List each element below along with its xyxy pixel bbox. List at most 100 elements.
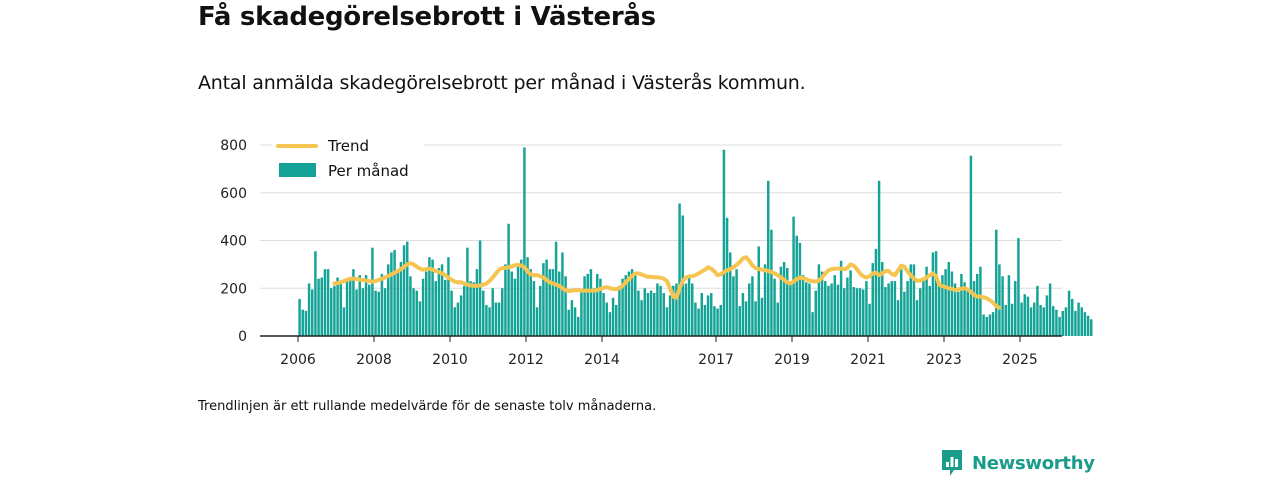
bar-month xyxy=(605,302,608,336)
bar-month xyxy=(991,312,995,337)
bar-month xyxy=(320,277,323,336)
x-tick-label: 2012 xyxy=(508,352,544,368)
bar-month xyxy=(719,304,722,336)
bar-month xyxy=(535,307,539,336)
bar-month xyxy=(314,251,317,336)
bar-month xyxy=(330,288,333,336)
y-tick-label: 800 xyxy=(220,138,247,154)
bar-month xyxy=(776,302,779,336)
y-tick-label: 200 xyxy=(220,281,247,297)
bar-month xyxy=(858,288,862,336)
bar-month xyxy=(814,290,817,336)
bar-month xyxy=(668,295,672,336)
bar-month xyxy=(763,264,767,337)
bar-month xyxy=(1048,283,1052,336)
bar-month xyxy=(580,290,583,336)
bar-month xyxy=(317,278,320,336)
bar-month xyxy=(779,266,783,336)
bar-month xyxy=(504,264,507,337)
footnote: Trendlinjen är ett rullande medelvärde f… xyxy=(198,399,657,414)
bar-month xyxy=(985,316,988,336)
bar-month xyxy=(998,264,1001,337)
bar-month xyxy=(877,180,881,336)
bar-month xyxy=(1071,298,1074,336)
bar-month xyxy=(694,302,697,336)
bar-month xyxy=(710,293,713,336)
bar-month xyxy=(928,285,931,336)
bar-month xyxy=(475,269,479,336)
y-tick-label: 0 xyxy=(238,329,247,345)
bar-month xyxy=(1026,296,1030,336)
bar-month xyxy=(843,288,846,336)
bar-month xyxy=(513,278,517,336)
legend-background xyxy=(272,132,424,190)
bar-month xyxy=(298,298,301,336)
trend-line-group xyxy=(332,255,1002,310)
bar-month xyxy=(675,283,678,336)
bar-month xyxy=(542,263,545,336)
bar-month xyxy=(573,307,577,336)
bar-month xyxy=(808,283,811,336)
x-tick-label: 2019 xyxy=(774,352,810,368)
bar-month xyxy=(1029,307,1033,336)
x-tick-label: 2025 xyxy=(1002,352,1038,368)
bar-month xyxy=(925,266,928,336)
bar-month xyxy=(817,264,821,337)
bar-month xyxy=(934,251,938,336)
legend-bar-swatch xyxy=(279,163,316,177)
bar-month xyxy=(1039,304,1042,336)
bar-month xyxy=(507,223,510,336)
bar-month xyxy=(402,245,406,336)
bar-month xyxy=(561,252,564,336)
bar-month xyxy=(529,269,532,336)
bar-month xyxy=(732,276,735,336)
bar-month xyxy=(323,269,327,336)
bar-month xyxy=(972,281,976,336)
bar-month xyxy=(871,263,874,336)
bar-month xyxy=(963,282,966,336)
y-tick-label: 400 xyxy=(220,234,247,250)
bar-month xyxy=(820,271,824,336)
bar-month xyxy=(697,308,700,336)
bar-month xyxy=(643,288,646,336)
bar-month xyxy=(1061,310,1064,336)
bar-month xyxy=(906,281,909,336)
bar-month xyxy=(390,252,393,336)
trend-line xyxy=(332,255,1002,310)
bar-month xyxy=(738,306,741,336)
x-tick-label: 2021 xyxy=(850,352,886,368)
bar-month xyxy=(795,235,798,336)
bar-month xyxy=(358,275,361,336)
bar-month xyxy=(431,259,434,336)
bar-month xyxy=(415,290,418,336)
bar-month xyxy=(301,309,304,336)
bar-month xyxy=(634,275,637,336)
bar-month xyxy=(466,247,469,336)
bar-month xyxy=(773,278,776,336)
bar-month xyxy=(757,246,760,336)
bar-month xyxy=(548,269,551,336)
bar-month xyxy=(596,273,599,336)
y-tick-label: 600 xyxy=(220,186,247,202)
bar-month xyxy=(729,252,732,336)
bar-month xyxy=(868,303,871,336)
bar-month xyxy=(1052,306,1055,336)
bar-month xyxy=(966,288,969,336)
bar-month xyxy=(744,301,748,336)
bar-month xyxy=(361,288,365,336)
bar-month xyxy=(488,307,491,336)
bar-month xyxy=(748,283,751,336)
bar-month xyxy=(450,290,453,336)
bar-month xyxy=(615,304,618,336)
bar-month xyxy=(1077,302,1080,336)
bar-month xyxy=(700,293,703,336)
bar-month xyxy=(551,269,555,336)
bar-month xyxy=(1001,276,1004,336)
bar-month xyxy=(1007,275,1011,336)
bar-month xyxy=(406,241,409,336)
bar-month xyxy=(583,276,586,336)
bar-month xyxy=(830,283,833,336)
bar-month xyxy=(447,257,450,336)
bar-month xyxy=(969,155,973,336)
brand-logo[interactable]: Newsworthy xyxy=(940,449,1095,477)
